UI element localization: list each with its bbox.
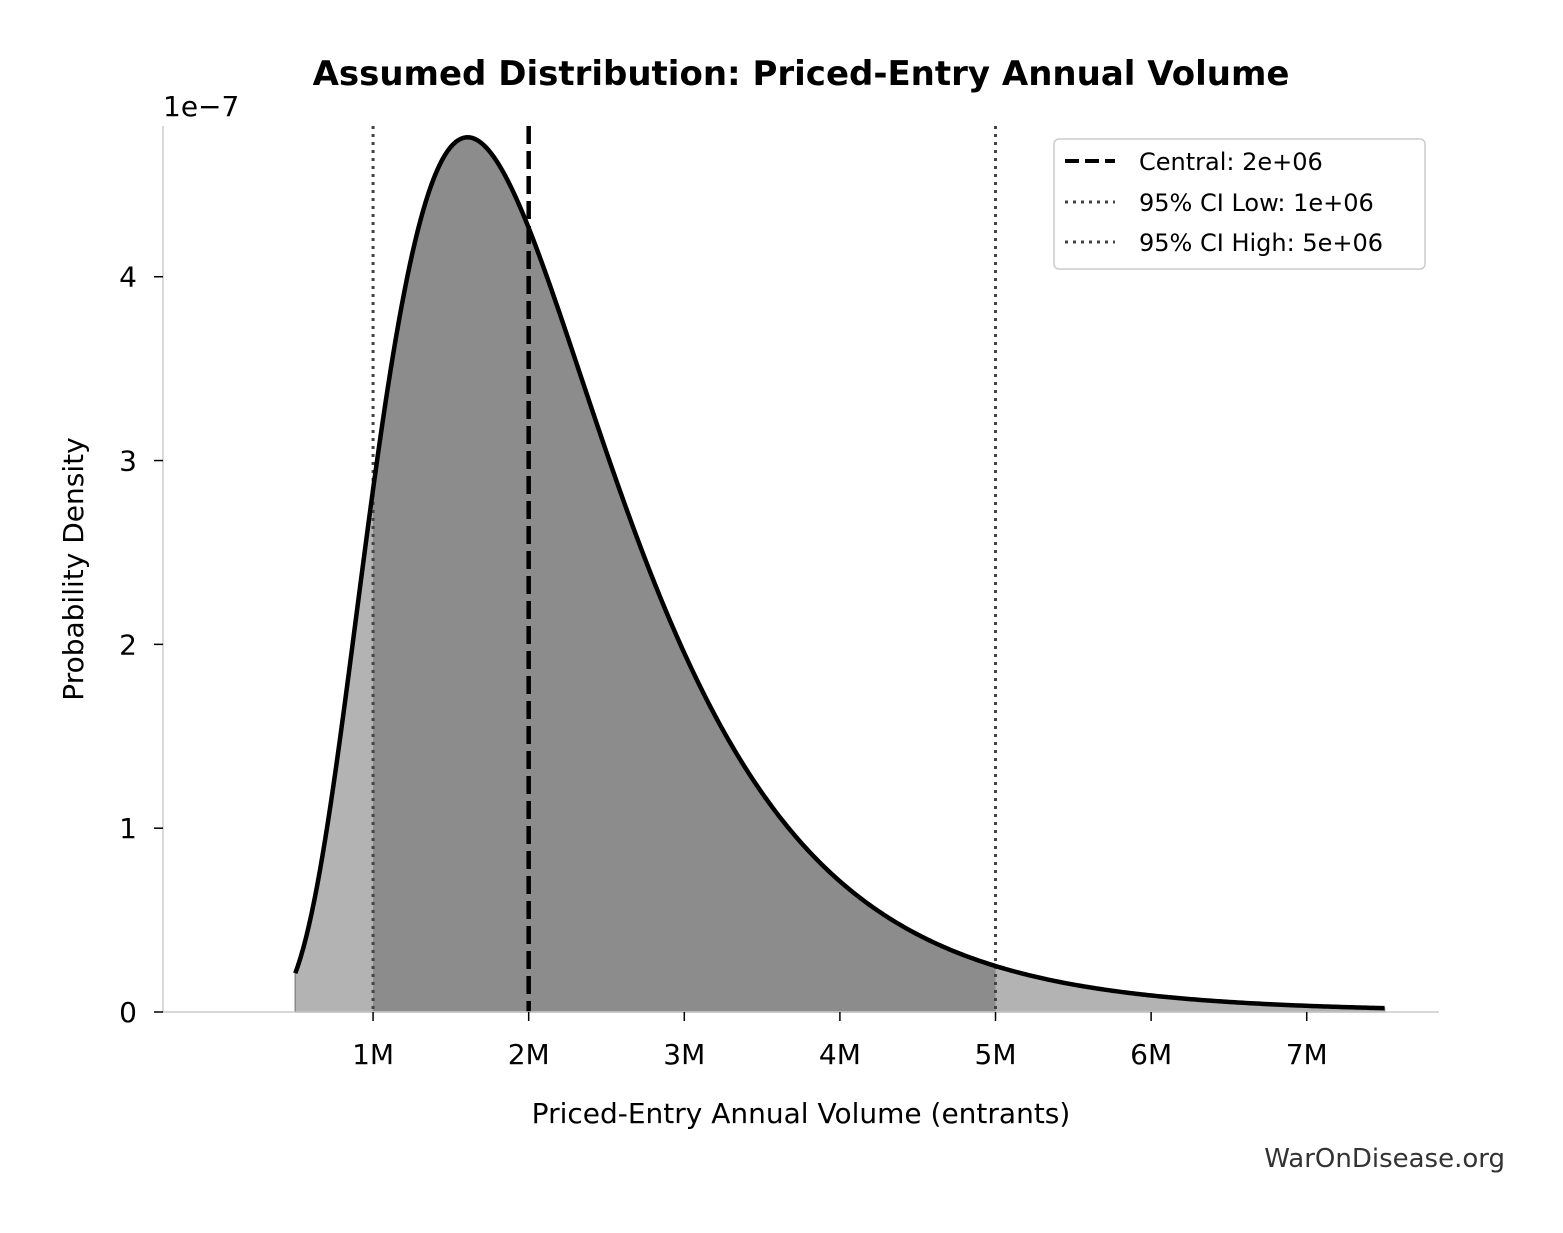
legend-label-ci-high: 95% CI High: 5e+06 <box>1139 229 1383 257</box>
y-tick-label: 0 <box>119 996 137 1029</box>
legend-label-central: Central: 2e+06 <box>1139 148 1323 176</box>
legend-box <box>1053 138 1426 270</box>
x-axis-label: Priced-Entry Annual Volume (entrants) <box>532 1097 1071 1130</box>
chart-title: Assumed Distribution: Priced-Entry Annua… <box>313 54 1290 94</box>
x-tick-label: 7M <box>1286 1038 1328 1071</box>
legend: Central: 2e+06 95% CI Low: 1e+06 95% CI … <box>1053 138 1426 270</box>
y-ticks: 0 1 2 3 4 <box>119 261 163 1029</box>
x-tick-label: 2M <box>508 1038 550 1071</box>
x-ticks: 1M 2M 3M 4M 5M 6M 7M <box>352 1012 1328 1071</box>
source-credit: WarOnDisease.org <box>1264 1144 1505 1174</box>
y-tick-label: 2 <box>119 628 137 661</box>
y-tick-label: 4 <box>119 261 137 294</box>
x-tick-label: 4M <box>819 1038 861 1071</box>
y-tick-label: 1 <box>119 812 137 845</box>
y-multiplier-label: 1e−7 <box>163 90 239 123</box>
plot-area <box>293 126 1386 1013</box>
axes <box>162 126 1439 1013</box>
ci-fill-area <box>373 137 996 1012</box>
x-tick-label: 3M <box>663 1038 705 1071</box>
y-tick-label: 3 <box>119 445 137 478</box>
legend-label-ci-low: 95% CI Low: 1e+06 <box>1139 189 1374 217</box>
density-curve <box>293 135 1385 1011</box>
y-axis-label: Probability Density <box>57 437 90 700</box>
x-tick-label: 6M <box>1130 1038 1172 1071</box>
x-tick-label: 1M <box>352 1038 394 1071</box>
x-tick-label: 5M <box>975 1038 1017 1071</box>
